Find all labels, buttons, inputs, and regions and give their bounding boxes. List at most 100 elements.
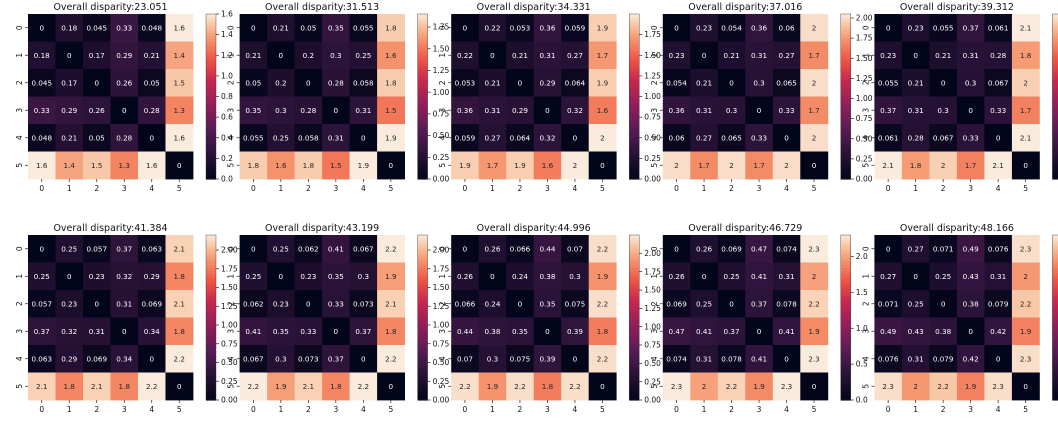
colorbar-segment bbox=[1052, 44, 1058, 48]
heatmap-cell bbox=[745, 41, 774, 70]
cell-value-label: 1.9 bbox=[275, 382, 287, 391]
colorbar-segment bbox=[206, 254, 216, 258]
colorbar-segment bbox=[417, 151, 428, 155]
heatmap-cell bbox=[717, 345, 746, 373]
colorbar-segment bbox=[840, 146, 851, 150]
cell-value-label: 0.32 bbox=[539, 133, 555, 142]
heatmap-cell bbox=[874, 41, 903, 70]
cell-value-label: 1.8 bbox=[64, 382, 76, 391]
colorbar-segment bbox=[417, 268, 428, 272]
colorbar-segment bbox=[206, 328, 216, 332]
heatmap-cell bbox=[533, 151, 562, 180]
heatmap-cell bbox=[929, 262, 958, 291]
colorbar-segment bbox=[629, 151, 640, 155]
cell-value-label: 1.8 bbox=[385, 78, 397, 87]
cell-value-label: 2.2 bbox=[937, 382, 948, 391]
colorbar-segment bbox=[1052, 345, 1058, 349]
heatmap-cell bbox=[349, 317, 378, 346]
heatmap-cell bbox=[956, 262, 985, 291]
x-tick-label: 1 bbox=[702, 184, 707, 193]
colorbar-segment bbox=[417, 358, 428, 363]
heatmap-cell bbox=[929, 69, 958, 97]
colorbar-segment bbox=[840, 44, 851, 48]
colorbar-segment bbox=[629, 77, 640, 81]
colorbar-segment bbox=[206, 265, 216, 269]
cell-value-label: 0.2 bbox=[303, 51, 314, 60]
cell-value-label: 0.054 bbox=[666, 78, 687, 87]
colorbar-segment bbox=[840, 254, 851, 258]
colorbar-segment bbox=[1052, 80, 1058, 84]
colorbar-segment bbox=[417, 246, 428, 250]
cell-value-label: 0.21 bbox=[935, 51, 951, 60]
heatmap-cell bbox=[294, 372, 323, 401]
heatmap-cell bbox=[294, 124, 323, 152]
cell-value-label: 0.074 bbox=[776, 244, 797, 253]
colorbar-segment bbox=[417, 389, 428, 393]
colorbar-tick-label: 1.25 bbox=[221, 302, 238, 311]
cell-value-label: 0.078 bbox=[721, 354, 742, 363]
colorbar-segment bbox=[206, 306, 216, 310]
colorbar-segment bbox=[840, 345, 851, 349]
heatmap-cell bbox=[588, 151, 617, 180]
cell-value-label: 0.057 bbox=[31, 299, 52, 308]
colorbar-tick-label: 0.00 bbox=[644, 396, 661, 405]
y-tick-label: 3 bbox=[438, 329, 447, 334]
heatmap-cell bbox=[294, 235, 323, 263]
colorbar-segment bbox=[840, 320, 851, 324]
x-tick-label: 3 bbox=[757, 184, 762, 193]
y-tick-label: 0 bbox=[861, 25, 870, 30]
cell-value-label: 0.32 bbox=[61, 327, 77, 336]
heatmap-cell bbox=[874, 262, 903, 291]
colorbar-segment bbox=[840, 22, 851, 26]
colorbar-segment bbox=[206, 320, 216, 324]
cell-value-label: 0.06 bbox=[669, 133, 685, 142]
colorbar-segment bbox=[629, 240, 640, 244]
cell-value-label: 0.38 bbox=[484, 327, 500, 336]
heatmap-cell bbox=[55, 14, 84, 42]
cell-value-label: 0 bbox=[812, 161, 817, 170]
heatmap-cell bbox=[533, 372, 562, 401]
colorbar-segment bbox=[417, 325, 428, 330]
cell-value-label: 0.26 bbox=[89, 106, 105, 115]
colorbar-tick-label: 1.50 bbox=[433, 283, 450, 292]
heatmap-cell bbox=[956, 14, 985, 42]
colorbar-tick-label: 0.0 bbox=[856, 396, 868, 405]
heatmap-cell bbox=[929, 14, 958, 42]
cell-value-label: 0.3 bbox=[726, 106, 737, 115]
heatmap-cell bbox=[267, 41, 295, 70]
colorbar-segment bbox=[206, 353, 216, 357]
colorbar-segment bbox=[417, 146, 428, 150]
colorbar-segment bbox=[1052, 132, 1058, 136]
colorbar-segment bbox=[206, 66, 216, 70]
colorbar-segment bbox=[1052, 397, 1058, 401]
cell-value-label: 0.28 bbox=[908, 133, 924, 142]
cell-value-label: 0.31 bbox=[484, 106, 500, 115]
cell-value-label: 0 bbox=[463, 244, 468, 253]
cell-value-label: 2.2 bbox=[808, 299, 819, 308]
colorbar-segment bbox=[1052, 265, 1058, 269]
heatmap-cell bbox=[28, 317, 56, 346]
cell-value-label: 0.31 bbox=[328, 133, 344, 142]
colorbar-segment bbox=[1052, 159, 1058, 164]
colorbar-tick-label: 0.2 bbox=[221, 154, 233, 163]
cell-value-label: 0.26 bbox=[457, 272, 473, 281]
colorbar-segment bbox=[629, 292, 640, 297]
colorbar-frame bbox=[417, 234, 428, 401]
x-tick-label: 5 bbox=[600, 405, 605, 414]
cell-value-label: 2.3 bbox=[882, 382, 893, 391]
colorbar-segment bbox=[417, 320, 428, 324]
cell-value-label: 1.6 bbox=[597, 106, 609, 115]
colorbar-segment bbox=[206, 107, 216, 111]
cell-value-label: 0.3 bbox=[358, 272, 369, 281]
colorbar-segment bbox=[629, 331, 640, 335]
cell-value-label: 0.2 bbox=[275, 78, 286, 87]
y-tick-label: 5 bbox=[861, 384, 870, 389]
cell-value-label: 0.35 bbox=[512, 327, 528, 336]
colorbar-segment bbox=[1052, 99, 1058, 103]
heatmap-cell bbox=[717, 151, 746, 180]
heatmap-cell bbox=[984, 317, 1013, 346]
colorbar-segment bbox=[1052, 146, 1058, 150]
heatmap-cell bbox=[239, 235, 268, 263]
colorbar-segment bbox=[840, 378, 851, 382]
colorbar-segment bbox=[840, 170, 851, 175]
